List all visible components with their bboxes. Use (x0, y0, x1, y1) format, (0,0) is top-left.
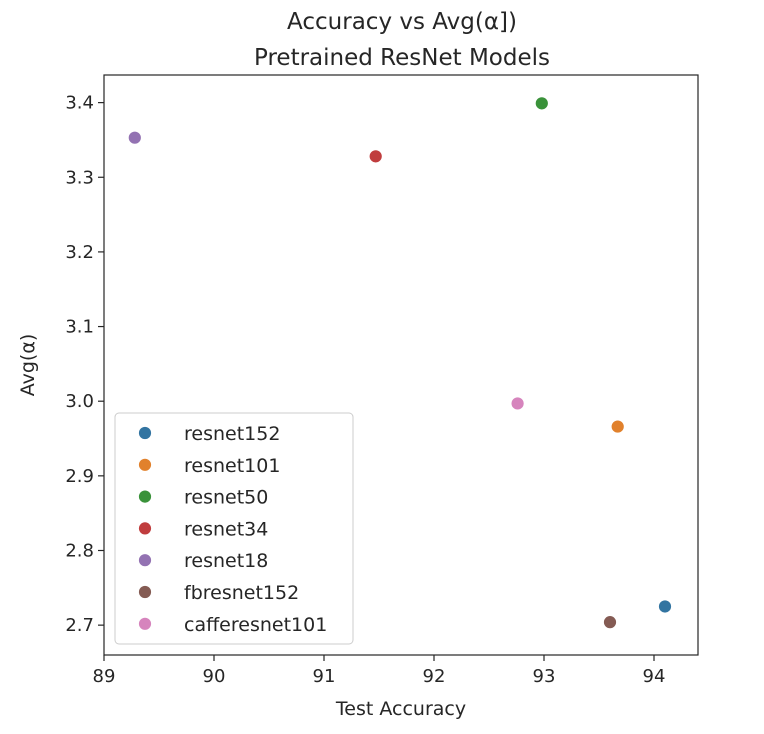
legend-marker-resnet18 (138, 553, 152, 568)
legend-box (114, 412, 354, 645)
legend-marker-fbresnet152 (138, 585, 152, 599)
data-point-resnet34 (368, 149, 383, 164)
data-point-resnet18 (127, 130, 142, 145)
x-tick-label: 94 (643, 666, 666, 687)
data-point-resnet50 (534, 96, 549, 111)
data-point-resnet152 (658, 599, 672, 614)
legend-label-resnet50: resnet50 (184, 487, 268, 509)
y-tick-label: 3.3 (65, 167, 94, 188)
x-tick-label: 93 (533, 666, 556, 687)
chart-title: Accuracy vs Avg(α]) (287, 9, 517, 35)
x-tick-label: 92 (423, 666, 446, 687)
data-points (127, 96, 672, 630)
legend-marker-resnet152 (138, 426, 152, 440)
y-axis-ticks: 2.7 2.8 2.9 3.0 3.1 3.2 3.3 3.4 (65, 93, 104, 636)
chart-subtitle: Pretrained ResNet Models (254, 45, 550, 71)
data-point-cafferesnet101 (510, 396, 525, 411)
plot-area-frame (103, 74, 699, 656)
legend-label-resnet152: resnet152 (184, 423, 280, 445)
y-tick-label: 2.7 (65, 615, 94, 636)
legend-label-resnet101: resnet101 (184, 455, 280, 477)
data-point-fbresnet152 (603, 615, 617, 630)
legend-marker-resnet34 (138, 521, 152, 536)
legend-marker-resnet101 (138, 457, 152, 472)
x-tick-label: 90 (203, 666, 226, 687)
y-tick-label: 3.4 (65, 93, 94, 114)
y-tick-label: 2.9 (65, 466, 94, 487)
x-tick-label: 89 (93, 666, 116, 687)
legend-label-fbresnet152: fbresnet152 (184, 582, 299, 604)
y-tick-label: 3.0 (65, 391, 94, 412)
y-tick-label: 3.1 (65, 317, 94, 338)
x-tick-label: 91 (313, 666, 336, 687)
y-axis-label: Avg(α) (17, 334, 39, 397)
legend-label-resnet18: resnet18 (184, 550, 268, 572)
legend: resnet152 resnet101 resnet50 resnet34 resnet… (114, 412, 354, 645)
y-tick-label: 3.2 (65, 242, 94, 263)
legend-marker-resnet50 (138, 489, 152, 504)
y-tick-label: 2.8 (65, 540, 94, 561)
x-axis-label: Test Accuracy (335, 698, 466, 720)
legend-label-resnet34: resnet34 (184, 518, 268, 540)
legend-marker-cafferesnet101 (138, 616, 152, 631)
legend-label-cafferesnet101: cafferesnet101 (184, 614, 327, 636)
data-point-resnet101 (610, 419, 625, 434)
x-axis-ticks: 89 90 91 92 93 94 (93, 655, 666, 687)
